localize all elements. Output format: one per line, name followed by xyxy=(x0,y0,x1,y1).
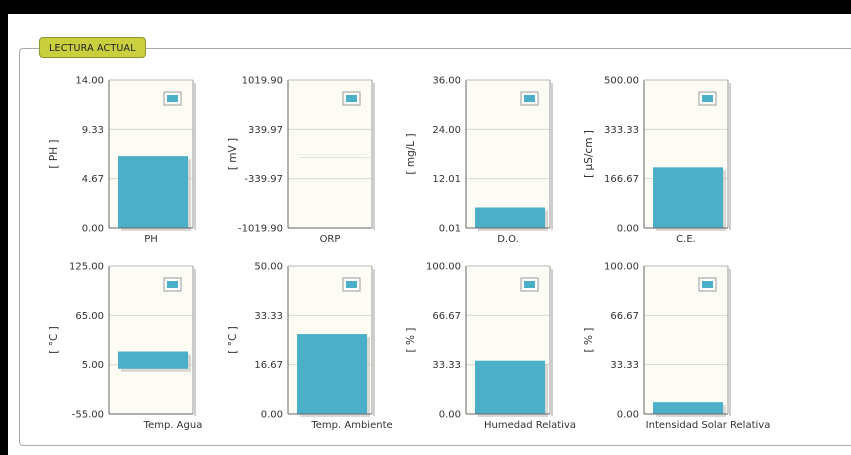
y-tick-label: 14.00 xyxy=(75,76,104,87)
legend-swatch xyxy=(524,95,535,102)
y-tick-label: 100.00 xyxy=(426,262,461,273)
y-tick-label: 66.67 xyxy=(610,311,639,322)
legend-swatch xyxy=(167,281,178,288)
x-axis-label: ORP xyxy=(320,234,341,245)
bar xyxy=(297,154,367,155)
panel-title: LECTURA ACTUAL xyxy=(39,37,146,58)
x-axis-label: Intensidad Solar Relativa xyxy=(646,420,771,431)
y-tick-label: 0.00 xyxy=(617,410,639,421)
x-axis-label: D.O. xyxy=(497,234,519,245)
bar xyxy=(297,334,367,414)
y-tick-label: -55.00 xyxy=(72,410,104,421)
y-tick-label: -339.97 xyxy=(244,174,283,185)
y-tick-label: 24.00 xyxy=(432,125,461,136)
y-tick-label: 0.00 xyxy=(617,224,639,235)
y-tick-label: 0.00 xyxy=(439,410,461,421)
y-axis-label: [ mg/L ] xyxy=(405,133,417,174)
y-tick-label: 33.33 xyxy=(432,360,461,371)
y-tick-label: 36.00 xyxy=(432,76,461,87)
y-axis-label: [ % ] xyxy=(405,328,417,353)
y-tick-label: -1019.90 xyxy=(238,224,283,235)
y-tick-label: 9.33 xyxy=(82,125,104,136)
y-tick-label: 125.00 xyxy=(69,262,104,273)
y-tick-label: 65.00 xyxy=(75,311,104,322)
y-tick-label: 50.00 xyxy=(254,262,283,273)
y-tick-label: 1019.90 xyxy=(242,76,283,87)
bar xyxy=(653,167,723,228)
bar xyxy=(475,360,545,414)
y-tick-label: 500.00 xyxy=(604,76,639,87)
y-axis-label: [ PH ] xyxy=(48,139,60,168)
x-axis-label: Temp. Agua xyxy=(143,420,203,431)
legend-swatch xyxy=(346,95,357,102)
y-axis-label: [ mV ] xyxy=(227,138,239,170)
y-tick-label: 0.01 xyxy=(439,224,461,235)
y-tick-label: 33.33 xyxy=(610,360,639,371)
y-tick-label: 5.00 xyxy=(82,360,104,371)
y-tick-label: 333.33 xyxy=(604,125,639,136)
y-tick-label: 100.00 xyxy=(604,262,639,273)
y-tick-label: 33.33 xyxy=(254,311,283,322)
x-axis-label: C.E. xyxy=(676,234,696,245)
bar xyxy=(475,207,545,228)
y-tick-label: 339.97 xyxy=(248,125,283,136)
legend-swatch xyxy=(702,95,713,102)
bar xyxy=(653,402,723,414)
x-axis-label: PH xyxy=(144,234,158,245)
y-tick-label: 4.67 xyxy=(82,174,104,185)
y-axis-label: [ µS/cm ] xyxy=(583,130,595,178)
y-axis-label: [ °C ] xyxy=(227,326,239,353)
y-tick-label: 16.67 xyxy=(254,360,283,371)
legend-swatch xyxy=(167,95,178,102)
x-axis-label: Temp. Ambiente xyxy=(310,420,392,431)
y-tick-label: 0.00 xyxy=(82,224,104,235)
y-tick-label: 0.00 xyxy=(261,410,283,421)
legend-swatch xyxy=(702,281,713,288)
y-axis-label: [ % ] xyxy=(583,328,595,353)
y-tick-label: 12.01 xyxy=(432,174,461,185)
bar-shadow xyxy=(300,157,370,158)
x-axis-label: Humedad Relativa xyxy=(484,420,576,431)
bar xyxy=(118,351,188,369)
legend-swatch xyxy=(346,281,357,288)
y-tick-label: 66.67 xyxy=(432,311,461,322)
y-axis-label: [ °C ] xyxy=(48,326,60,353)
bar xyxy=(118,156,188,228)
legend-swatch xyxy=(524,281,535,288)
y-tick-label: 166.67 xyxy=(604,174,639,185)
